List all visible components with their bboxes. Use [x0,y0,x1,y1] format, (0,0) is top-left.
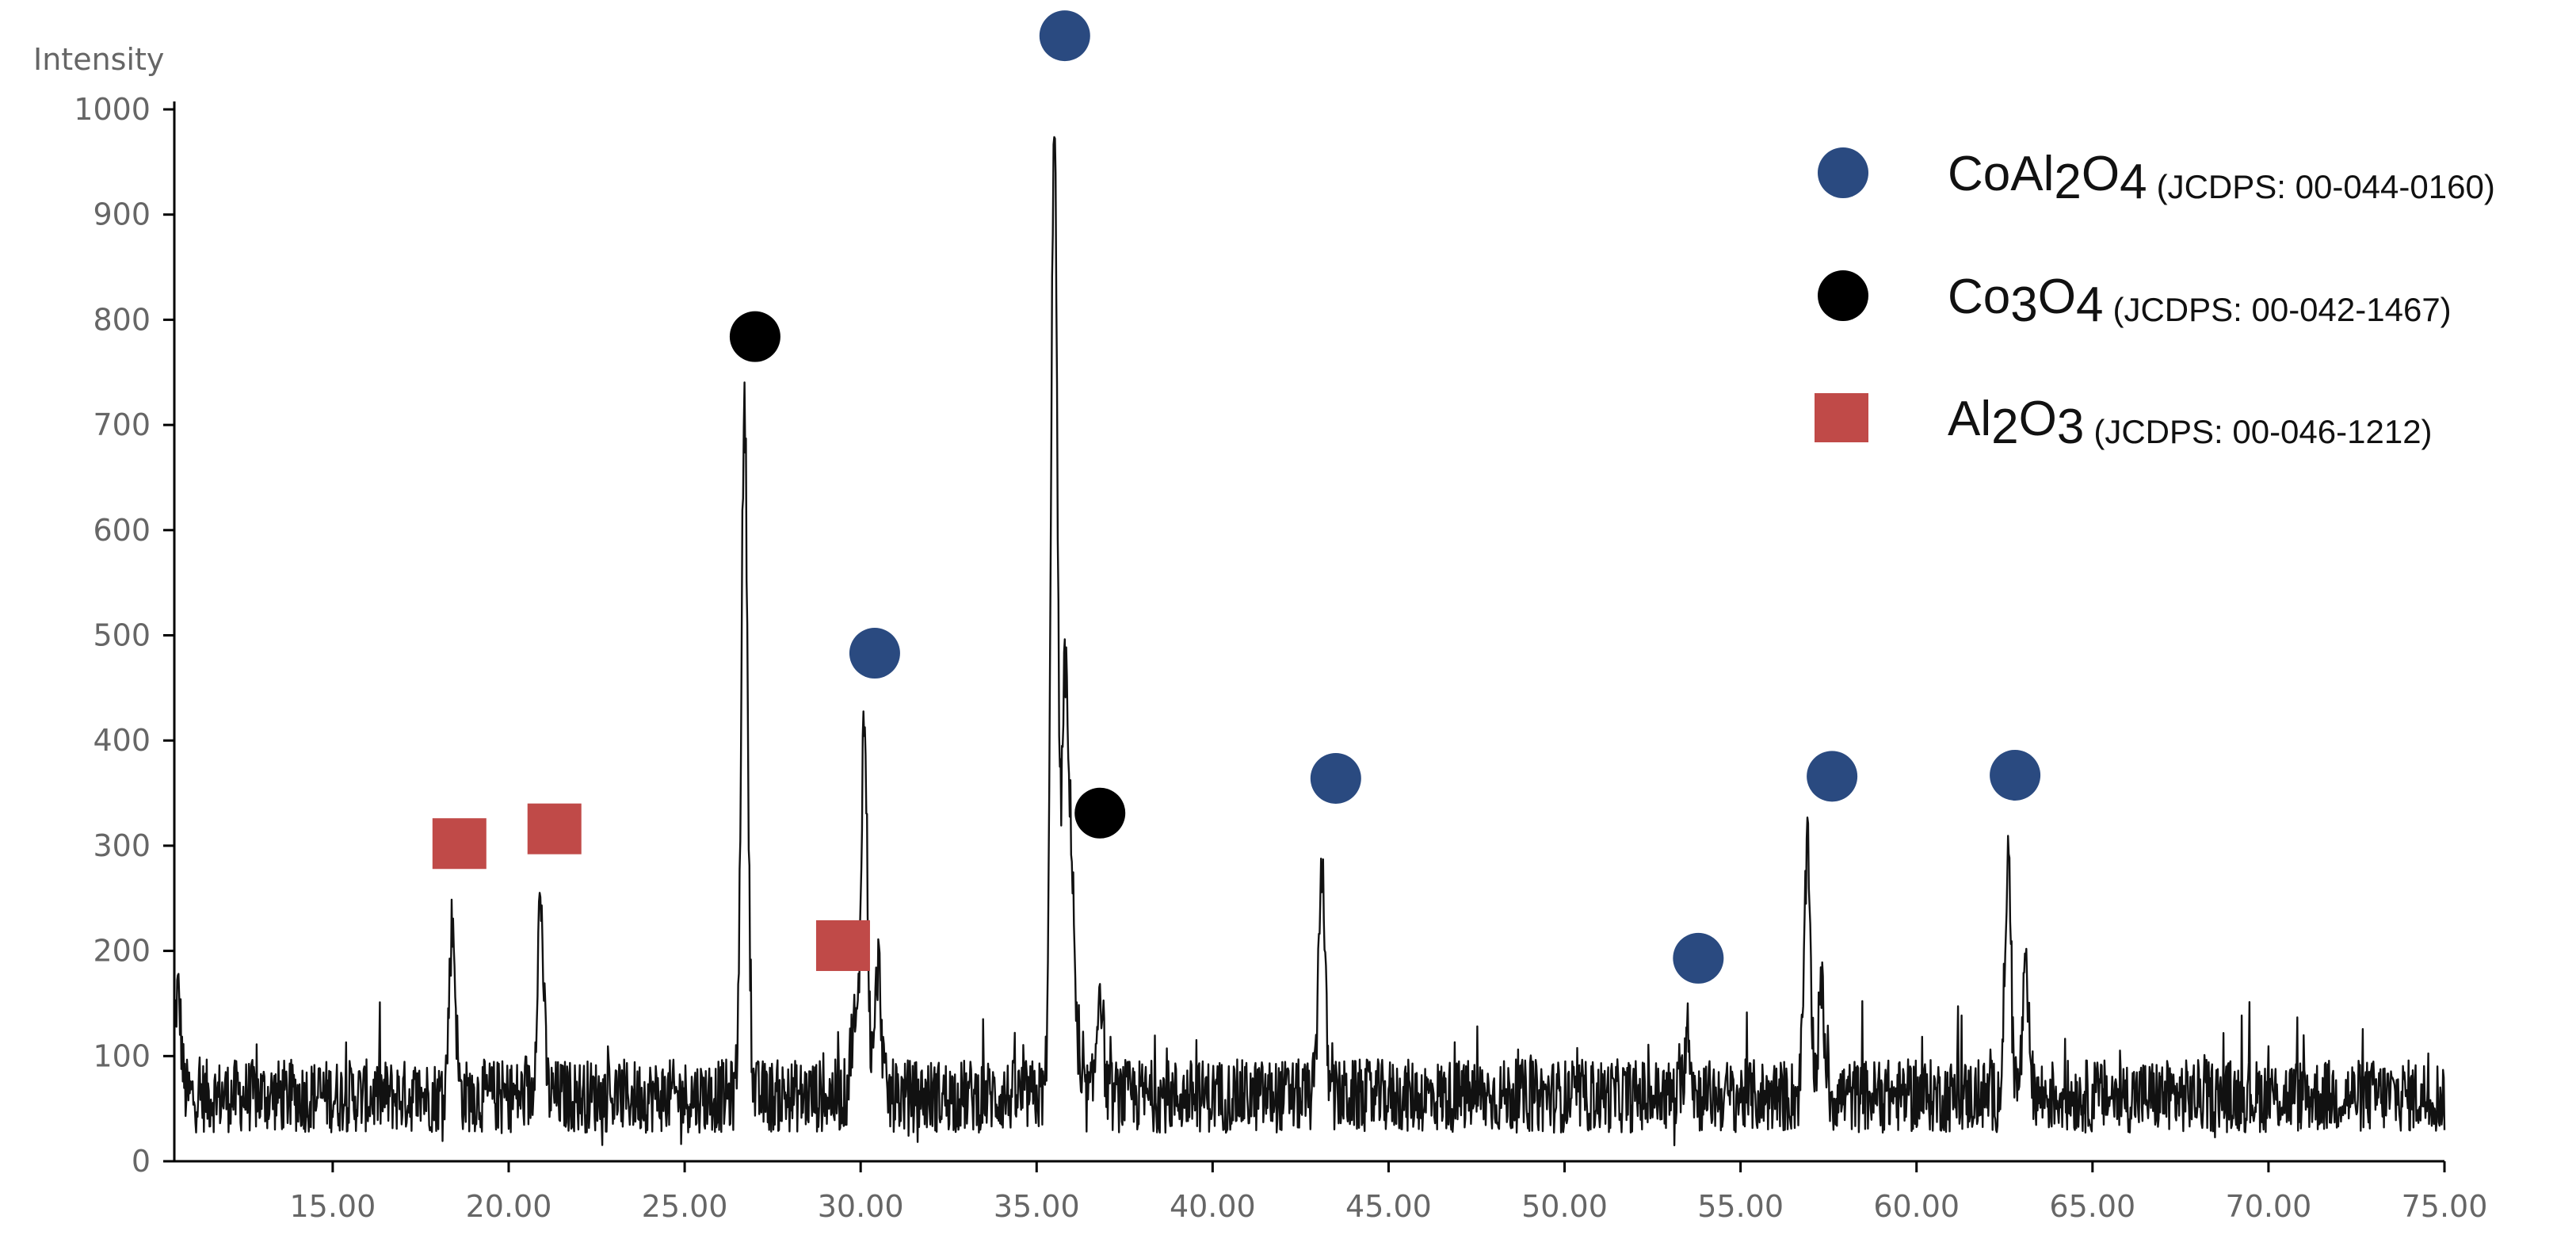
legend: CoAl2O4 (JCDPS: 00-044-0160)Co3O4 (JCDPS: … [1815,147,2495,454]
formula-element: Al [1948,392,1991,446]
Al2O3-marker [815,919,870,971]
formula-element: Co [1948,147,2010,201]
xrd-pattern-line [173,136,2446,1147]
formula-element: O [2038,270,2076,324]
x-tick-label: 60.00 [1873,1189,1960,1224]
phase-markers [432,10,2041,984]
Co3O4-marker [729,311,780,362]
formula-subscript: 4 [2120,155,2147,209]
Co3O4-legend-marker [1818,270,1868,321]
y-tick-label: 200 [93,934,151,969]
CoAl2O4-marker [1673,932,1724,984]
y-tick-label: 600 [93,513,151,548]
CoAl2O4-legend-label: CoAl2O4 (JCDPS: 00-044-0160) [1948,147,2495,209]
CoAl2O4-marker [1990,749,2041,801]
formula-subscript: 3 [2057,400,2084,454]
y-tick-label: 700 [93,407,151,442]
x-tick-label: 65.00 [2049,1189,2135,1224]
y-axis-title: Intensity [33,42,164,77]
CoAl2O4-legend-marker [1818,147,1868,198]
y-tick-label: 1000 [74,92,151,127]
x-tick-label: 55.00 [1697,1189,1784,1224]
formula-element: Al [2010,147,2054,201]
legend-reference: (JCDPS: 00-044-0160) [2157,168,2495,205]
xrd-trace-layer [173,136,2446,1147]
x-tick-label: 50.00 [1521,1189,1608,1224]
CoAl2O4-marker [1039,10,1090,62]
y-tick-label: 0 [132,1144,151,1179]
Co3O4-legend-label: Co3O4 (JCDPS: 00-042-1467) [1948,270,2452,332]
formula-subscript: 2 [2054,155,2081,209]
CoAl2O4-marker [1807,751,1858,802]
legend-reference: (JCDPS: 00-046-1212) [2093,413,2432,450]
Al2O3-marker [432,818,487,870]
x-tick-label: 25.00 [642,1189,728,1224]
Al2O3-legend-marker [1815,393,1868,442]
y-tick-label: 100 [93,1038,151,1073]
formula-element: O [2019,392,2057,446]
Al2O3-marker [527,803,582,854]
y-tick-label: 900 [93,197,151,232]
x-tick-label: 30.00 [818,1189,904,1224]
formula-subscript: 3 [2010,277,2037,332]
y-tick-label: 400 [93,723,151,758]
legend-reference: (JCDPS: 00-042-1467) [2112,291,2451,328]
formula-subscript: 2 [1991,400,2018,454]
CoAl2O4-marker [849,628,900,679]
x-tick-label: 20.00 [466,1189,552,1224]
formula-element: Co [1948,270,2010,324]
Al2O3-legend-label: Al2O3 (JCDPS: 00-046-1212) [1948,392,2433,454]
x-tick-label: 45.00 [1345,1189,1432,1224]
formula-subscript: 4 [2076,277,2103,332]
y-tick-label: 500 [93,618,151,653]
x-tick-label: 75.00 [2402,1189,2488,1224]
y-tick-label: 300 [93,828,151,863]
axes: 0 100 200 300 400 500 600 700 800 900 1000 15.00 20.… [33,42,2487,1224]
formula-element: O [2082,147,2120,201]
Co3O4-marker [1074,787,1126,839]
CoAl2O4-marker [1310,752,1361,804]
x-tick-label: 15.00 [289,1189,376,1224]
x-tick-label: 40.00 [1170,1189,1256,1224]
x-tick-label: 70.00 [2226,1189,2312,1224]
y-tick-label: 800 [93,302,151,337]
x-tick-label: 35.00 [994,1189,1080,1224]
